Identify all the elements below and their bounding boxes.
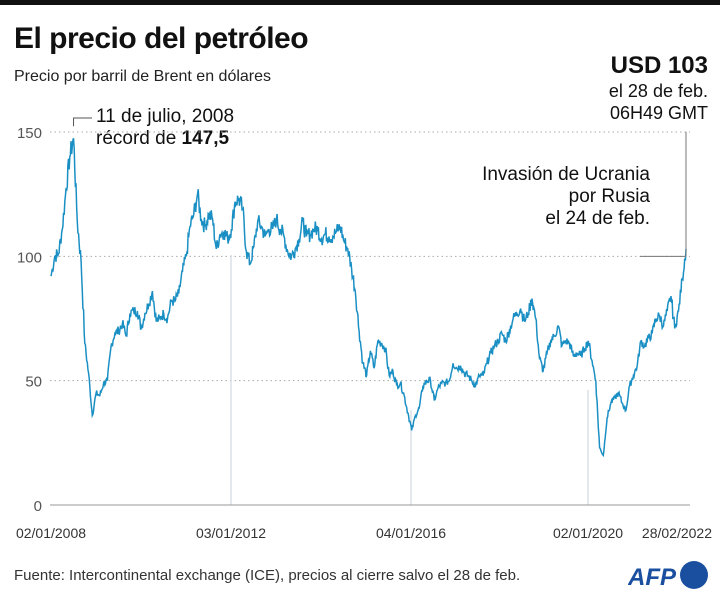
top-bar [0,0,720,5]
source-note: Fuente: Intercontinental exchange (ICE),… [14,567,521,584]
latest-value: USD 103 [610,52,708,79]
afp-logo: AFP [628,561,708,591]
record-value-line: récord de 147,5 [96,128,234,150]
invasion-leader-line [640,132,687,257]
x-tick-label: 28/02/2022 [642,525,712,541]
record-date: 11 de julio, 2008 [96,106,235,127]
record-prefix: récord de [96,128,182,149]
afp-logo-circle [680,561,708,589]
y-tick-label: 150 [17,125,42,142]
invasion-line2: por Rusia [568,186,650,207]
invasion-line1: Invasión de Ucrania [482,164,650,185]
y-tick-label: 100 [17,249,42,266]
y-tick-label: 50 [25,374,42,391]
record-value: 147,5 [181,128,230,149]
x-tick-label: 02/01/2020 [553,525,623,541]
record-leader-line [73,117,92,127]
chart-title: El precio del petróleo [14,22,309,55]
line-chart: 0 50 100 150 02/01/2008 03/01/2012 04/01/2016 0… [16,117,712,541]
latest-time: 06H49 GMT [609,103,708,123]
chart-subtitle: Precio por barril de Brent en dólares [14,68,272,85]
latest-price: USD 103 el 28 de feb. 06H49 GMT [609,52,708,124]
invasion-annotation: Invasión de Ucrania por Rusia el 24 de f… [482,164,650,230]
record-annotation: 11 de julio, 2008 récord de 147,5 [96,106,234,150]
invasion-line3: el 24 de feb. [545,208,650,229]
price-line [50,137,687,458]
afp-logo-text: AFP [628,564,677,591]
latest-date: el 28 de feb. [608,81,708,101]
x-tick-label: 02/01/2008 [16,525,86,541]
y-tick-label: 0 [34,498,42,515]
x-tick-label: 04/01/2016 [376,525,446,541]
x-tick-label: 03/01/2012 [196,525,266,541]
